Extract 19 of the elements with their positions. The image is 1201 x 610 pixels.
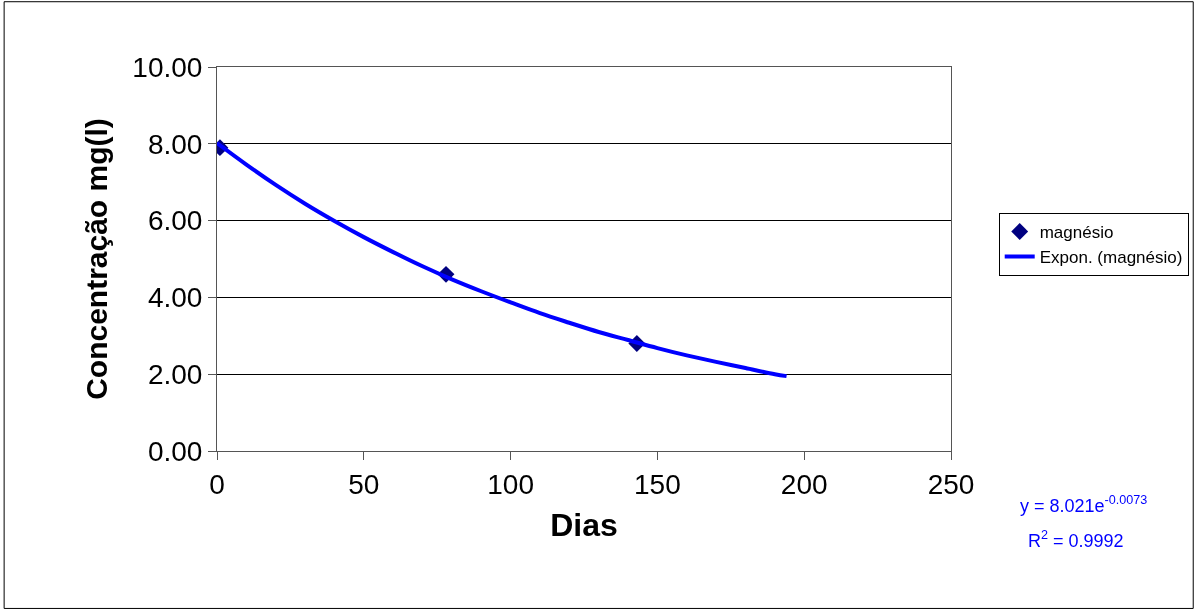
x-tick-label: 50 — [348, 468, 380, 500]
x-tick-label: 100 — [487, 468, 534, 500]
text: R$^{2}$ = 0.9992 — [1028, 528, 1124, 551]
x-tick-label: 150 — [634, 468, 681, 500]
y-tick-label: 0.00 — [147, 435, 203, 467]
y-tick-label: 8.00 — [147, 128, 203, 160]
y-tick-label: 2.00 — [147, 359, 203, 390]
x-tick-label: 200 — [780, 468, 828, 500]
legend-label: Expon. (magnésio) — [1039, 248, 1183, 268]
x-tick-label: 0 — [209, 468, 225, 500]
line-series — [217, 141, 789, 379]
y-tick-label: 6.00 — [147, 205, 203, 237]
y-tick-label: 10.00 — [132, 51, 203, 83]
text: y = 8.021e$^{-0.0073}$ — [1020, 493, 1148, 516]
y-tick-label: 4.00 — [147, 282, 203, 314]
x-axis-title: Dias — [550, 507, 618, 544]
y-axis-title: Concentração mg(l) — [80, 118, 114, 400]
x-tick-label: 250 — [927, 468, 975, 500]
legend-label: magnésio — [1039, 223, 1114, 243]
